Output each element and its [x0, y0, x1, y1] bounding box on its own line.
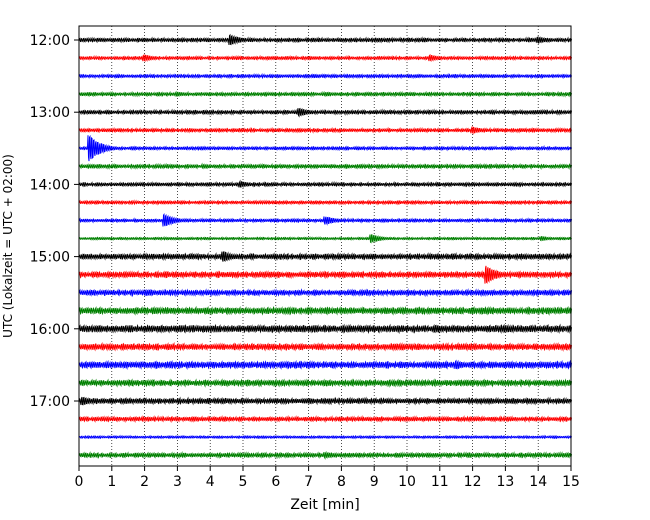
y-tick-label: 15:00	[30, 250, 70, 266]
trace-1730	[78, 434, 572, 440]
y-axis-ticks: 12:00 13:00 14:00 15:00 16:00 17:00	[30, 33, 79, 410]
trace-1430	[78, 213, 572, 227]
x-axis-ticks: 0 1 2 3 4 5 6 7 8 9 10 11 12 13 14 15	[75, 466, 580, 490]
trace-1230	[78, 72, 572, 80]
x-tick-label: 13	[496, 474, 514, 490]
y-tick-label: 16:00	[30, 322, 70, 338]
trace-1345	[78, 162, 572, 171]
trace-1530	[78, 288, 572, 298]
trace-1445	[78, 234, 572, 244]
x-axis-title: Zeit [min]	[290, 497, 359, 513]
trace-1615	[78, 341, 572, 352]
trace-1215	[78, 53, 572, 63]
x-tick-label: 0	[75, 474, 84, 490]
trace-1630	[78, 359, 572, 370]
y-tick-label: 17:00	[30, 394, 70, 410]
y-axis-title: UTC (Lokalzeit = UTC + 02:00)	[1, 154, 15, 338]
trace-1515	[78, 265, 572, 284]
x-tick-label: 15	[562, 474, 580, 490]
trace-1500	[78, 251, 572, 263]
y-tick-label: 12:00	[30, 33, 70, 49]
y-tick-label: 14:00	[30, 177, 70, 193]
trace-1715	[78, 414, 572, 424]
plot-frame	[78, 25, 572, 467]
x-tick-label: 10	[398, 474, 416, 490]
trace-1645	[78, 378, 572, 388]
trace-1330	[78, 134, 572, 162]
x-tick-label: 5	[239, 474, 248, 490]
trace-1315	[78, 125, 572, 135]
x-tick-label: 11	[431, 474, 449, 490]
trace-1300	[78, 107, 572, 118]
trace-1415	[78, 199, 572, 206]
x-tick-label: 7	[304, 474, 313, 490]
y-tick-label: 13:00	[30, 105, 70, 121]
grid-lines	[111, 26, 539, 466]
trace-1400	[78, 179, 572, 189]
trace-1700	[78, 396, 572, 406]
trace-1200	[78, 33, 572, 46]
x-tick-label: 14	[529, 474, 547, 490]
seismic-traces	[78, 33, 572, 460]
trace-1600	[78, 323, 572, 335]
x-tick-label: 1	[107, 474, 116, 490]
x-tick-label: 8	[337, 474, 346, 490]
trace-1245	[78, 90, 572, 98]
x-tick-label: 6	[271, 474, 280, 490]
x-tick-label: 12	[464, 474, 482, 490]
x-tick-label: 4	[206, 474, 215, 490]
x-tick-label: 3	[173, 474, 182, 490]
x-tick-label: 2	[140, 474, 149, 490]
trace-1545	[78, 305, 572, 316]
x-tick-label: 9	[370, 474, 379, 490]
trace-1745	[78, 450, 572, 460]
